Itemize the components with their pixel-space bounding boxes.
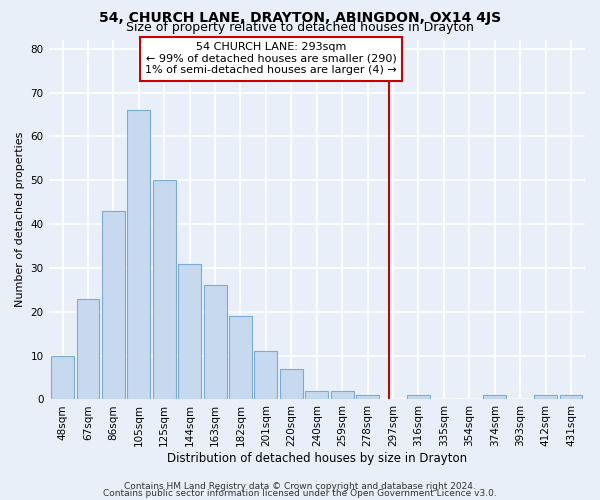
Bar bbox=[153, 180, 176, 400]
Text: Contains public sector information licensed under the Open Government Licence v3: Contains public sector information licen… bbox=[103, 488, 497, 498]
Text: 54, CHURCH LANE, DRAYTON, ABINGDON, OX14 4JS: 54, CHURCH LANE, DRAYTON, ABINGDON, OX14… bbox=[99, 11, 501, 25]
Text: Size of property relative to detached houses in Drayton: Size of property relative to detached ho… bbox=[126, 22, 474, 35]
Bar bbox=[51, 356, 74, 400]
Text: Contains HM Land Registry data © Crown copyright and database right 2024.: Contains HM Land Registry data © Crown c… bbox=[124, 482, 476, 491]
Bar bbox=[127, 110, 150, 400]
Bar bbox=[178, 264, 201, 400]
Bar bbox=[407, 395, 430, 400]
Bar bbox=[305, 390, 328, 400]
Bar bbox=[280, 369, 303, 400]
Bar bbox=[356, 395, 379, 400]
Bar bbox=[229, 316, 252, 400]
Bar bbox=[484, 395, 506, 400]
Bar bbox=[102, 211, 125, 400]
Bar bbox=[331, 390, 353, 400]
Bar bbox=[560, 395, 583, 400]
Bar bbox=[254, 351, 277, 400]
X-axis label: Distribution of detached houses by size in Drayton: Distribution of detached houses by size … bbox=[167, 452, 467, 465]
Text: 54 CHURCH LANE: 293sqm
← 99% of detached houses are smaller (290)
1% of semi-det: 54 CHURCH LANE: 293sqm ← 99% of detached… bbox=[145, 42, 397, 76]
Bar bbox=[534, 395, 557, 400]
Y-axis label: Number of detached properties: Number of detached properties bbox=[15, 132, 25, 308]
Bar bbox=[77, 298, 100, 400]
Bar bbox=[203, 286, 227, 400]
